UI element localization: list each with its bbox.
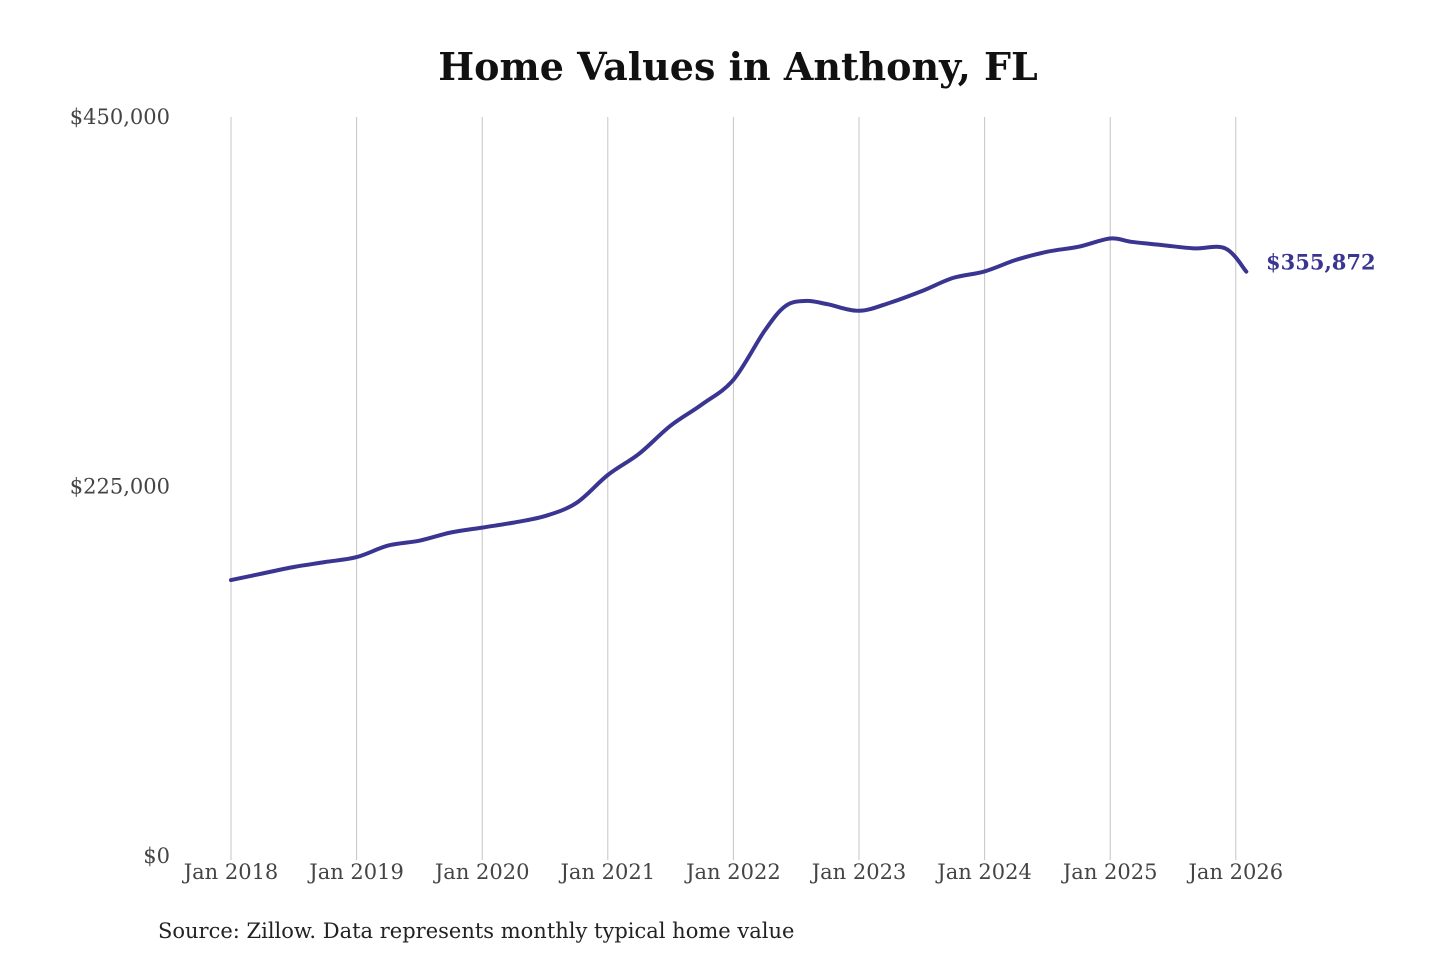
y-tick-label: $225,000 [70, 475, 170, 499]
end-value-label: $355,872 [1266, 250, 1376, 275]
gridlines [230, 117, 1237, 860]
y-tick-label: $0 [143, 844, 170, 868]
x-tick-label: Jan 2021 [559, 860, 656, 884]
x-tick-label: Jan 2026 [1187, 860, 1284, 884]
y-tick-label: $450,000 [70, 105, 170, 129]
x-tick-label: Jan 2019 [307, 860, 404, 884]
x-tick-label: Jan 2018 [182, 860, 279, 884]
x-tick-label: Jan 2025 [1061, 860, 1158, 884]
y-axis: $0 $225,000 $450,000 [70, 105, 170, 868]
x-tick-label: Jan 2024 [935, 860, 1032, 884]
chart-title: Home Values in Anthony, FL [438, 44, 1038, 89]
series-line-home-value [229, 236, 1249, 583]
x-tick-label: Jan 2023 [810, 860, 907, 884]
x-axis: Jan 2018 Jan 2019 Jan 2020 Jan 2021 Jan 2022… [182, 860, 1283, 884]
x-tick-label: Jan 2022 [684, 860, 781, 884]
source-note: Source: Zillow. Data represents monthly … [158, 919, 794, 943]
x-tick-label: Jan 2020 [433, 860, 530, 884]
